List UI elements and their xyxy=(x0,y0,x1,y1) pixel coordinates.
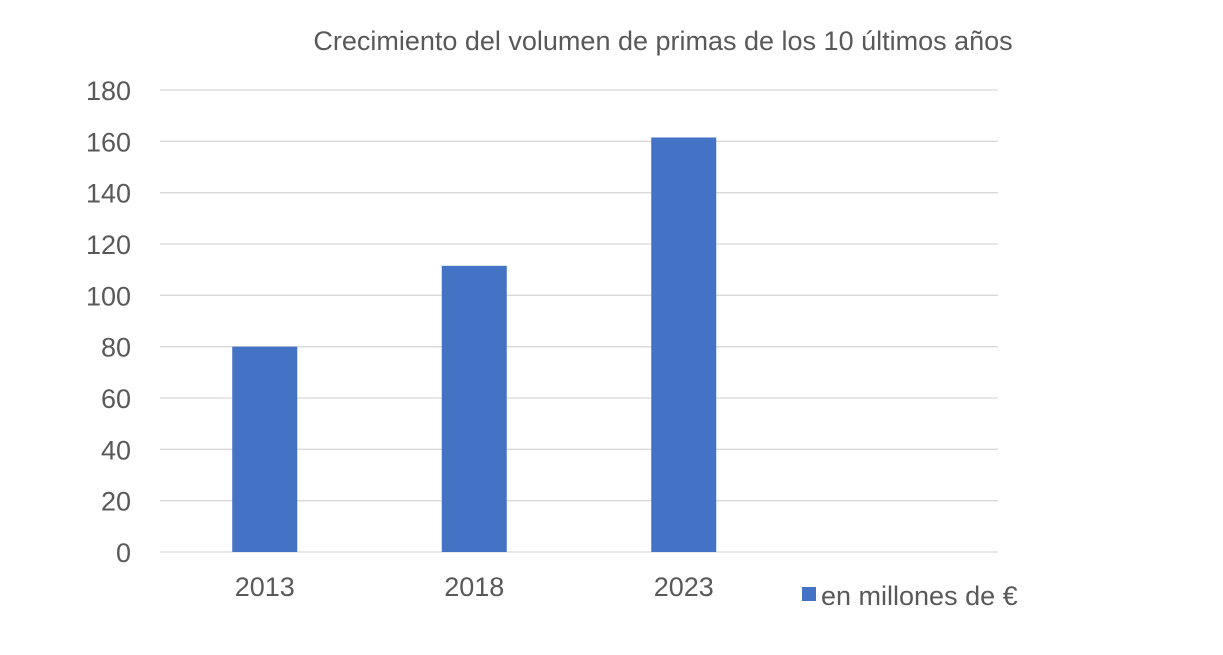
chart-title: Crecimiento del volumen de primas de los… xyxy=(313,26,1012,56)
y-tick-label: 100 xyxy=(86,281,131,311)
bar-2018 xyxy=(441,265,507,552)
y-tick-label: 180 xyxy=(86,76,131,106)
gridlines xyxy=(160,89,998,553)
y-axis-tick-labels: 0 20 40 60 80 100 120 140 160 180 xyxy=(86,76,131,568)
y-tick-label: 40 xyxy=(101,435,131,465)
legend: en millones de € xyxy=(802,581,1018,611)
y-tick-label: 60 xyxy=(101,384,131,414)
legend-label: en millones de € xyxy=(821,581,1018,611)
bar-2013 xyxy=(232,346,298,552)
bars xyxy=(232,137,717,552)
y-tick-label: 0 xyxy=(116,538,131,568)
x-tick-label: 2013 xyxy=(235,572,295,602)
x-tick-label: 2023 xyxy=(654,572,714,602)
x-axis-tick-labels: 2013 2018 2023 xyxy=(235,572,714,602)
y-tick-label: 80 xyxy=(101,333,131,363)
x-tick-label: 2018 xyxy=(444,572,504,602)
bar-2023 xyxy=(651,137,717,552)
y-tick-label: 120 xyxy=(86,230,131,260)
y-tick-label: 160 xyxy=(86,127,131,157)
y-tick-label: 140 xyxy=(86,179,131,209)
y-tick-label: 20 xyxy=(101,487,131,517)
legend-swatch xyxy=(802,587,816,601)
